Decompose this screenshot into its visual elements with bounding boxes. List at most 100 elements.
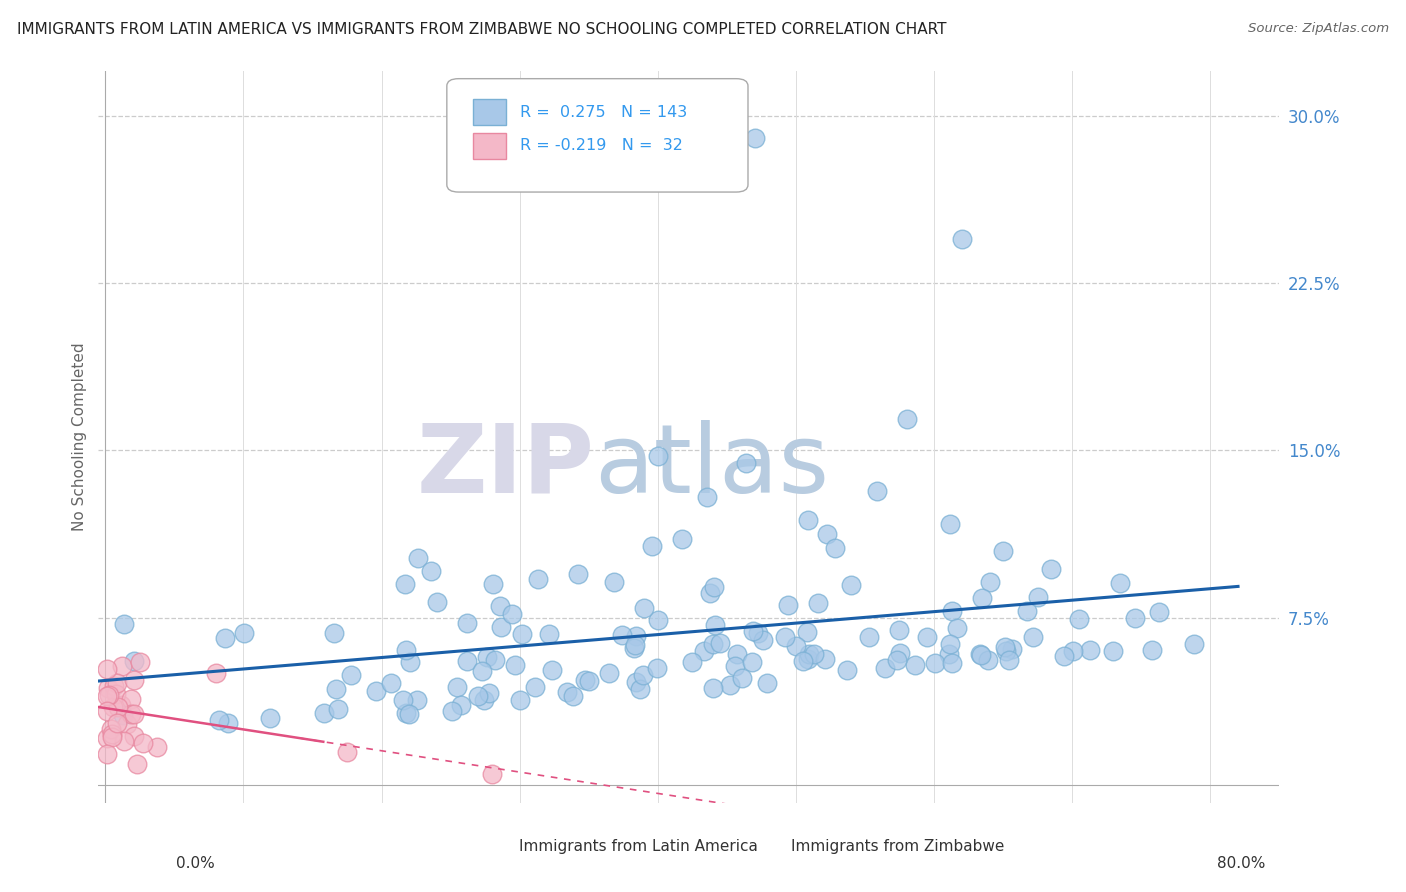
Point — [501, 607, 523, 621]
Point — [578, 674, 600, 689]
Point — [645, 660, 668, 674]
Text: R =  0.275   N = 143: R = 0.275 N = 143 — [520, 105, 688, 120]
Text: 80.0%: 80.0% — [1218, 856, 1265, 871]
Point — [325, 682, 347, 697]
Point — [120, 706, 142, 721]
Point — [886, 653, 908, 667]
Point — [1108, 575, 1130, 590]
Point — [207, 713, 229, 727]
Point — [392, 693, 415, 707]
Point — [112, 734, 135, 748]
Point — [491, 619, 513, 633]
Point — [624, 675, 647, 690]
Point — [467, 689, 489, 703]
Point — [624, 638, 647, 652]
Point — [328, 702, 350, 716]
Point — [792, 654, 814, 668]
Point — [756, 676, 779, 690]
Point — [1067, 612, 1090, 626]
Point — [122, 706, 145, 721]
Point — [1125, 611, 1147, 625]
Point — [623, 641, 645, 656]
Point — [813, 652, 835, 666]
Point — [970, 648, 993, 662]
Point — [527, 572, 550, 586]
Point — [1147, 605, 1170, 619]
Point — [482, 577, 505, 591]
Point — [702, 681, 724, 695]
Point — [103, 679, 125, 693]
Point — [803, 647, 825, 661]
Point — [122, 673, 145, 687]
Point — [693, 643, 716, 657]
Point — [481, 767, 503, 781]
Point — [111, 708, 134, 723]
Point — [858, 631, 880, 645]
Text: atlas: atlas — [595, 420, 830, 513]
Point — [866, 484, 889, 499]
Point — [101, 699, 124, 714]
Point — [641, 539, 664, 553]
Point — [624, 629, 647, 643]
Point — [915, 631, 938, 645]
Point — [991, 544, 1014, 558]
Point — [776, 598, 799, 612]
Point — [440, 705, 463, 719]
Point — [217, 716, 239, 731]
Point — [323, 626, 346, 640]
Point — [259, 711, 281, 725]
Point — [950, 232, 973, 246]
Point — [484, 653, 506, 667]
Point — [896, 412, 918, 426]
Point — [718, 678, 741, 692]
Point — [574, 673, 596, 687]
Point — [420, 565, 443, 579]
Point — [96, 689, 118, 703]
Point — [398, 706, 420, 721]
Point — [232, 626, 254, 640]
Bar — [472, 99, 506, 126]
Point — [824, 541, 846, 556]
Point — [875, 661, 897, 675]
Point — [380, 675, 402, 690]
Point — [509, 693, 531, 707]
Point — [426, 595, 449, 609]
Point — [1142, 643, 1164, 657]
Point — [1053, 649, 1076, 664]
Point — [96, 731, 118, 745]
Bar — [488, 836, 515, 858]
Point — [406, 551, 429, 566]
Point — [815, 527, 838, 541]
Point — [96, 747, 118, 762]
Point — [98, 689, 121, 703]
Text: Immigrants from Latin America: Immigrants from Latin America — [519, 839, 758, 855]
Point — [1062, 643, 1084, 657]
Point — [797, 512, 820, 526]
Point — [681, 655, 703, 669]
Point — [841, 578, 863, 592]
Point — [1101, 643, 1123, 657]
Point — [1001, 641, 1024, 656]
Point — [612, 628, 634, 642]
Point — [120, 692, 142, 706]
Point — [807, 596, 830, 610]
Point — [336, 744, 359, 758]
Point — [523, 680, 546, 694]
Point — [127, 756, 149, 771]
Bar — [472, 133, 506, 159]
Point — [785, 639, 807, 653]
Point — [1182, 637, 1205, 651]
Point — [730, 671, 752, 685]
Point — [146, 739, 169, 754]
Text: 0.0%: 0.0% — [176, 856, 215, 871]
Point — [702, 637, 724, 651]
Point — [105, 715, 128, 730]
Point — [946, 621, 969, 635]
Point — [107, 699, 129, 714]
Text: Source: ZipAtlas.com: Source: ZipAtlas.com — [1249, 22, 1389, 36]
Point — [709, 636, 731, 650]
Text: IMMIGRANTS FROM LATIN AMERICA VS IMMIGRANTS FROM ZIMBABWE NO SCHOOLING COMPLETED: IMMIGRANTS FROM LATIN AMERICA VS IMMIGRA… — [17, 22, 946, 37]
Point — [598, 665, 620, 680]
Point — [797, 652, 820, 666]
Point — [994, 640, 1017, 654]
